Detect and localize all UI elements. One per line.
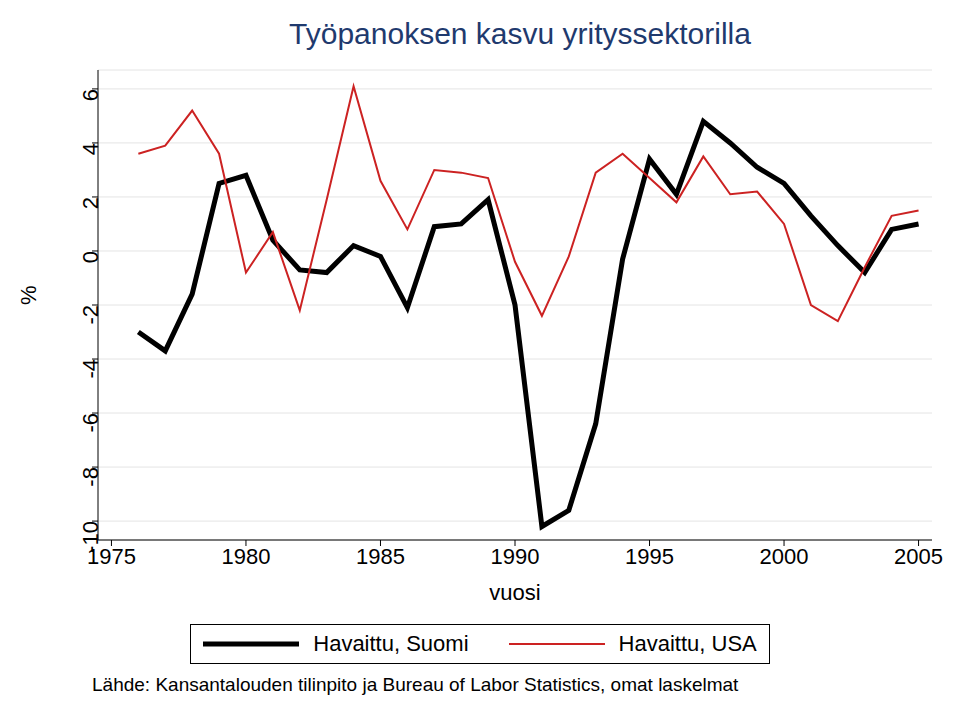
svg-text:2005: 2005: [894, 544, 943, 569]
html-text:Lähde: Kansantalouden tilinpit: Lähde: Kansantalouden tilinpito ja Burea…: [92, 674, 739, 695]
svg-text:-4: -4: [78, 359, 103, 379]
svg-text:1975: 1975: [87, 543, 136, 569]
svg-text:2000: 2000: [760, 544, 809, 569]
svg-text:0: 0: [78, 251, 103, 263]
html-text:Havaittu, USA: Havaittu, USA: [618, 631, 757, 656]
svg-text:4: 4: [78, 143, 103, 155]
svg-text:2: 2: [78, 197, 103, 209]
svg-text:-6: -6: [78, 413, 103, 433]
svg-text:1980: 1980: [221, 544, 270, 569]
html-text:Työpanoksen kasvu yrityssektor: Työpanoksen kasvu yrityssektorilla: [289, 17, 751, 50]
svg-text:6: 6: [78, 89, 103, 101]
svg-text:1985: 1985: [356, 544, 405, 569]
svg-text:-10: -10: [78, 521, 103, 553]
svg-text:1995: 1995: [625, 544, 674, 569]
html-text:Havaittu, Suomi: Havaittu, Suomi: [313, 631, 469, 656]
svg-text:vuosi: vuosi: [489, 580, 540, 605]
svg-text:-2: -2: [78, 305, 103, 325]
svg-text:%: %: [16, 285, 41, 305]
svg-text:1990: 1990: [491, 544, 540, 569]
svg-text:-8: -8: [78, 467, 103, 487]
